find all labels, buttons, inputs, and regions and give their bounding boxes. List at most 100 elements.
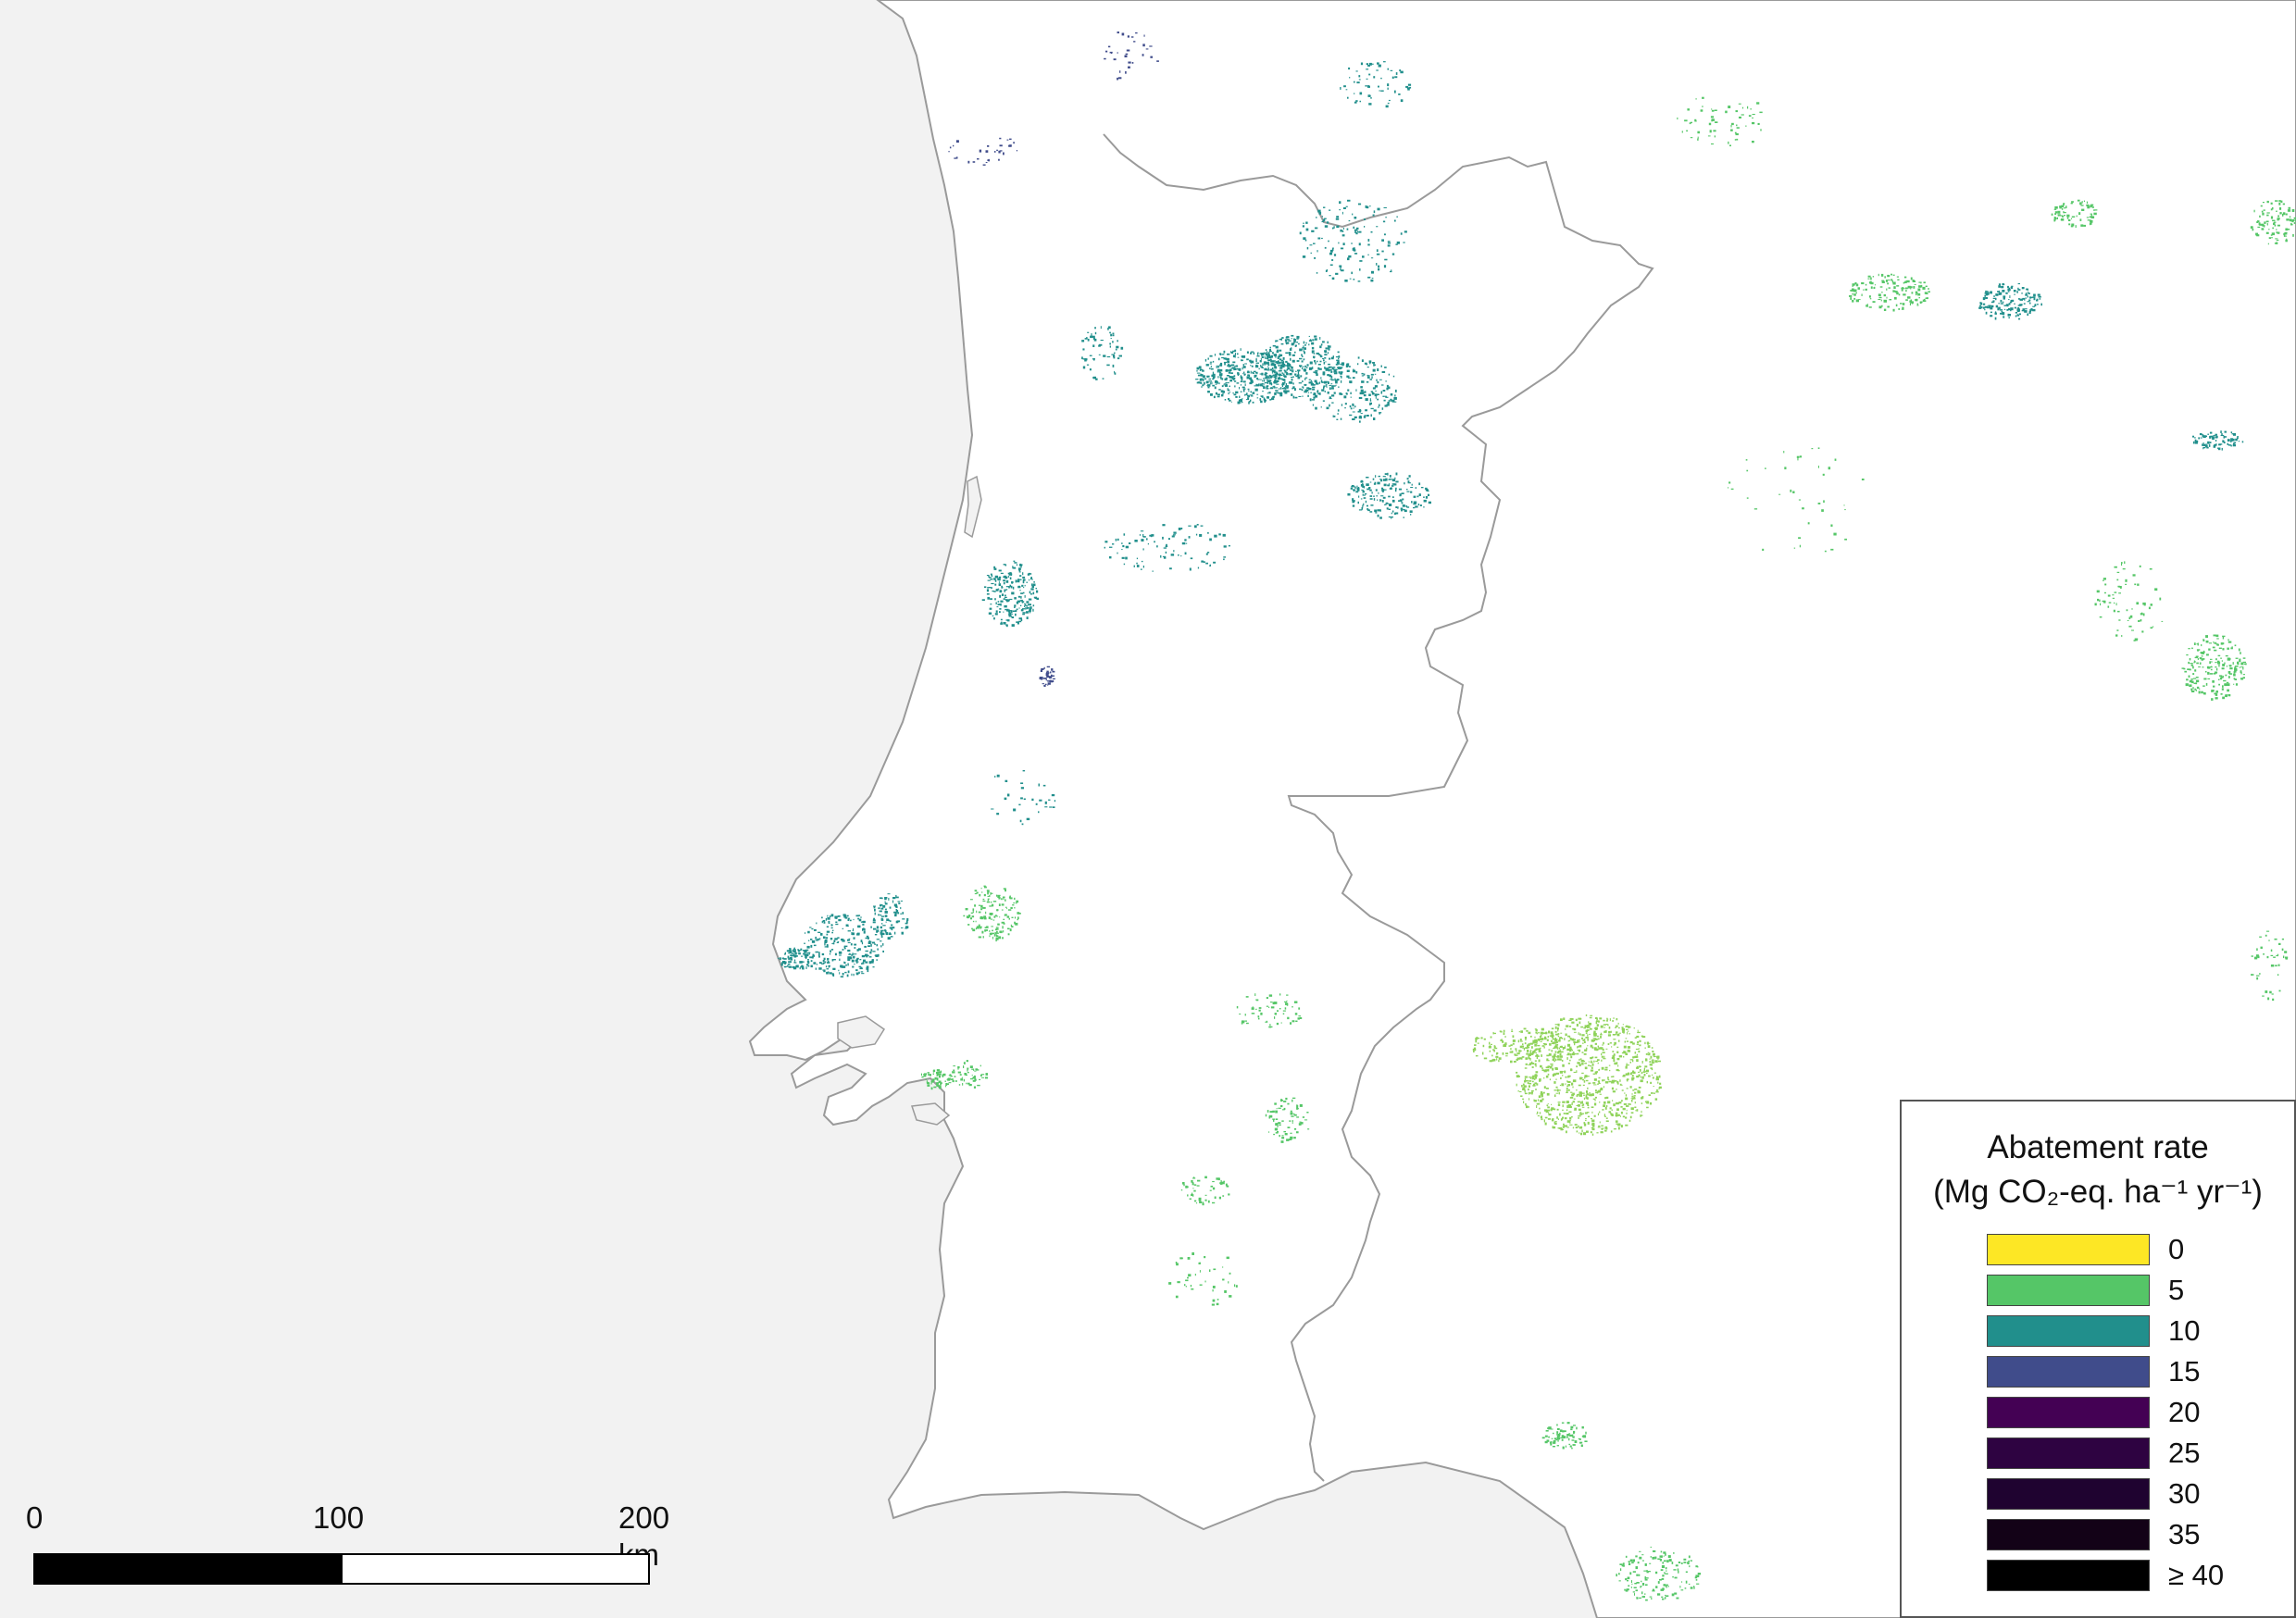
abatement-patch (2251, 955, 2253, 957)
abatement-patch (1590, 1093, 1592, 1096)
abatement-patch (2006, 305, 2009, 307)
abatement-patch (1344, 407, 1346, 409)
abatement-patch (2220, 430, 2222, 433)
abatement-patch (1271, 372, 1274, 374)
abatement-patch (984, 886, 987, 889)
abatement-patch (1353, 489, 1356, 491)
abatement-patch (1291, 347, 1292, 349)
abatement-patch (1328, 381, 1329, 384)
abatement-patch (1229, 385, 1230, 387)
abatement-patch (1525, 1057, 1528, 1060)
abatement-patch (2184, 670, 2187, 673)
abatement-patch (1552, 1074, 1554, 1077)
abatement-patch (1587, 1121, 1590, 1125)
abatement-patch (1002, 926, 1004, 929)
abatement-patch (1049, 806, 1053, 808)
abatement-patch (1290, 1136, 1293, 1139)
abatement-patch (1600, 1034, 1603, 1036)
abatement-patch (998, 576, 1002, 579)
abatement-patch (1366, 68, 1369, 70)
abatement-patch (2272, 998, 2275, 1002)
abatement-patch (1364, 362, 1367, 365)
abatement-patch (2285, 956, 2289, 959)
abatement-patch (1536, 1083, 1539, 1086)
abatement-patch (1367, 375, 1370, 377)
abatement-patch (1281, 1109, 1285, 1111)
abatement-patch (1146, 538, 1148, 541)
abatement-patch (1601, 1055, 1603, 1058)
abatement-patch (1571, 1038, 1575, 1041)
abatement-patch (1214, 1196, 1217, 1200)
abatement-patch (1218, 382, 1220, 385)
abatement-patch (1632, 1591, 1635, 1593)
abatement-patch (1566, 1105, 1569, 1109)
abatement-patch (2032, 305, 2035, 307)
abatement-patch (1022, 770, 1026, 772)
abatement-patch (2227, 694, 2231, 697)
abatement-patch (1537, 1055, 1540, 1057)
abatement-patch (1589, 1033, 1591, 1036)
abatement-patch (1124, 55, 1128, 57)
abatement-patch (2228, 673, 2233, 675)
abatement-patch (1004, 914, 1005, 916)
abatement-patch (1616, 1082, 1619, 1085)
abatement-patch (1204, 378, 1207, 380)
abatement-patch (2234, 670, 2237, 673)
abatement-patch (981, 1077, 984, 1078)
abatement-patch (1298, 1015, 1301, 1017)
abatement-patch (979, 894, 981, 897)
abatement-patch (1551, 1042, 1554, 1044)
abatement-patch (1246, 1022, 1249, 1025)
abatement-patch (1177, 1281, 1180, 1284)
abatement-patch (2259, 973, 2261, 975)
abatement-patch (1020, 566, 1022, 568)
abatement-patch (1315, 406, 1317, 410)
abatement-patch (1282, 379, 1286, 381)
abatement-patch (1343, 85, 1346, 88)
abatement-patch (2275, 965, 2277, 967)
abatement-patch (1551, 1031, 1553, 1033)
abatement-patch (825, 965, 828, 968)
abatement-patch (1797, 457, 1799, 461)
abatement-patch (998, 896, 1001, 900)
abatement-patch (876, 939, 880, 940)
abatement-patch (1515, 1054, 1518, 1056)
abatement-patch (1595, 1020, 1599, 1022)
abatement-patch (818, 956, 820, 958)
abatement-patch (1315, 227, 1318, 230)
abatement-patch (2202, 685, 2205, 687)
abatement-patch (1019, 564, 1023, 566)
abatement-patch (1631, 1562, 1634, 1564)
abatement-patch (1018, 803, 1021, 806)
abatement-patch (1546, 1060, 1550, 1062)
abatement-patch (1381, 487, 1384, 490)
abatement-patch (1286, 336, 1290, 339)
abatement-patch (1554, 1121, 1556, 1124)
abatement-patch (1546, 1092, 1550, 1096)
abatement-patch (1605, 1020, 1608, 1022)
abatement-patch (1204, 1176, 1206, 1178)
abatement-patch (1218, 353, 1221, 355)
abatement-patch (1590, 1069, 1594, 1072)
abatement-patch (1568, 1048, 1573, 1051)
abatement-patch (1047, 682, 1051, 685)
abatement-patch (930, 1081, 934, 1083)
abatement-patch (801, 965, 805, 968)
abatement-patch (1373, 495, 1375, 497)
abatement-patch (2222, 664, 2225, 666)
abatement-patch (2213, 435, 2215, 437)
abatement-patch (1631, 1100, 1633, 1102)
abatement-patch (1576, 1024, 1578, 1027)
abatement-patch (1618, 1573, 1620, 1575)
abatement-patch (998, 158, 1000, 161)
abatement-patch (1259, 353, 1263, 355)
abatement-patch (880, 931, 882, 935)
abatement-patch (2266, 955, 2269, 959)
abatement-patch (1384, 233, 1386, 236)
abatement-patch (1142, 44, 1145, 47)
abatement-patch (1292, 343, 1293, 345)
abatement-patch (1639, 1550, 1641, 1552)
abatement-patch (1615, 1027, 1617, 1028)
abatement-patch (2265, 231, 2269, 234)
